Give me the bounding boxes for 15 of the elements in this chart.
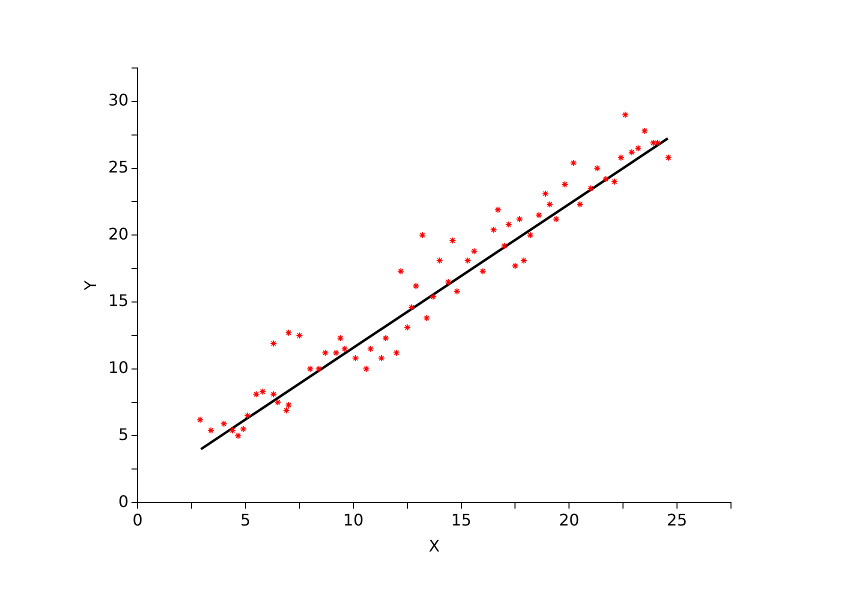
y-tick-label: 10 <box>108 358 129 378</box>
y-tick-label: 20 <box>108 224 129 244</box>
y-axis-title: Y <box>80 280 100 292</box>
x-tick-label: 15 <box>451 510 472 530</box>
y-tick-label: 30 <box>108 90 129 110</box>
x-tick-label: 10 <box>343 510 364 530</box>
x-tick-label: 5 <box>240 510 251 530</box>
y-tick-label: 25 <box>108 157 129 176</box>
x-axis-title: X <box>428 536 440 556</box>
x-tick-label: 20 <box>558 510 580 530</box>
y-tick-label: 15 <box>108 291 129 310</box>
y-tick-label: 0 <box>118 492 129 511</box>
y-tick-label: 5 <box>118 424 129 444</box>
x-tick-label: 25 <box>666 510 688 530</box>
x-tick-label: 0 <box>132 510 143 530</box>
